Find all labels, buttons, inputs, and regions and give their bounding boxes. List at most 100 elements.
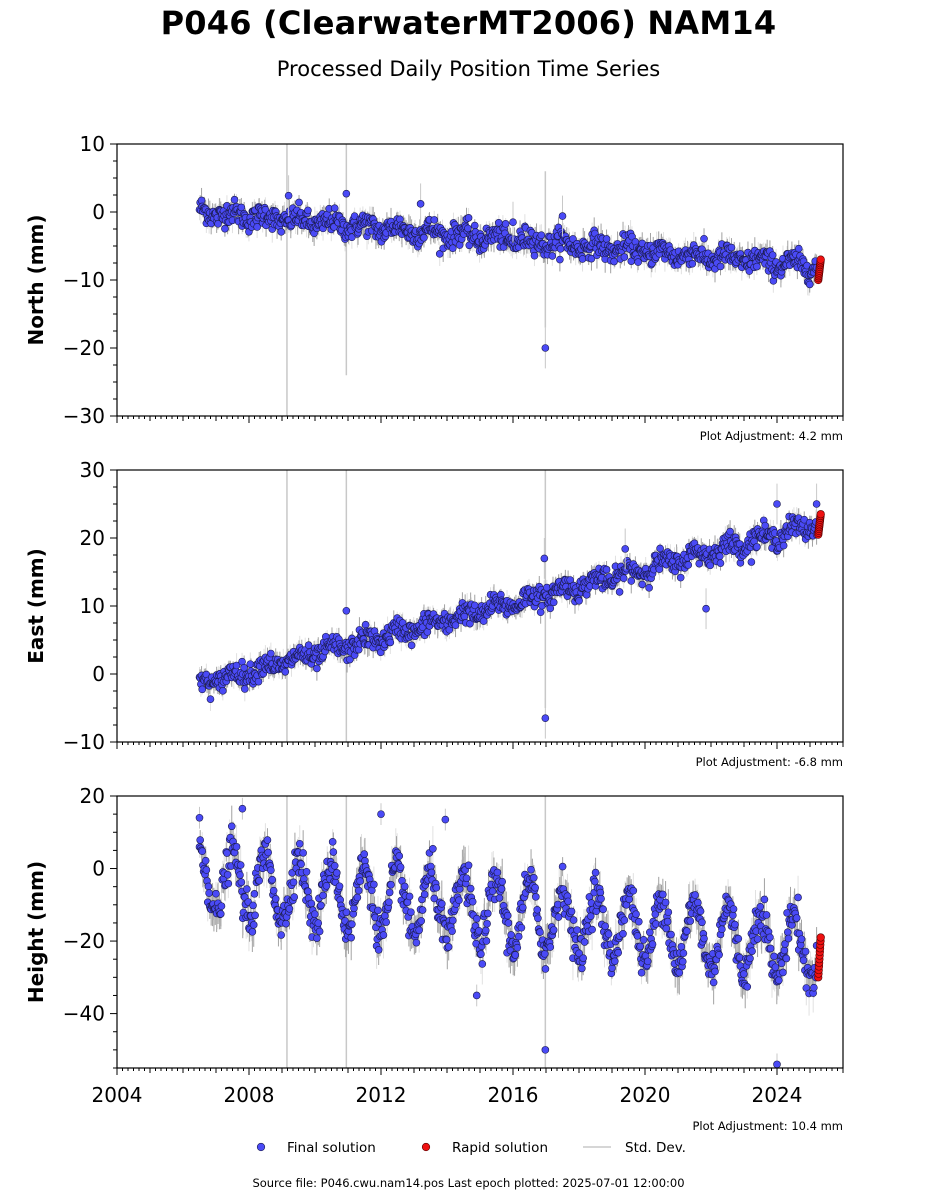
north-y-tick-label: −10 bbox=[63, 268, 105, 292]
north-y-axis: −30 −20 −10 0 10 bbox=[63, 132, 117, 428]
north-final-point bbox=[768, 251, 777, 259]
north-final-point bbox=[230, 195, 239, 204]
north-rapid-point bbox=[816, 255, 825, 264]
height-final-point bbox=[237, 878, 246, 886]
height-final-point bbox=[204, 882, 213, 891]
height-final-point bbox=[212, 889, 220, 898]
east-y-axis: −10 0 10 20 30 bbox=[63, 458, 117, 754]
height-final-point bbox=[205, 889, 213, 897]
height-final-point bbox=[250, 890, 259, 898]
east-y-tick-label: 0 bbox=[92, 662, 105, 686]
north-rapid-series bbox=[814, 255, 825, 285]
north-final-point bbox=[578, 255, 587, 263]
north-final-point bbox=[420, 233, 428, 242]
east-final-point bbox=[198, 685, 207, 694]
north-outlier-point bbox=[416, 200, 425, 208]
north-outlier-point bbox=[342, 189, 351, 198]
east-final-point bbox=[407, 641, 416, 650]
north-final-point bbox=[470, 221, 479, 230]
east-final-point bbox=[753, 543, 761, 551]
east-final-point bbox=[656, 544, 664, 553]
east-rapid-point bbox=[816, 510, 825, 519]
east-final-point bbox=[684, 561, 693, 569]
height-final-point bbox=[255, 876, 264, 885]
east-final-point bbox=[219, 687, 227, 695]
east-final-point bbox=[241, 685, 249, 693]
north-final-point bbox=[727, 243, 736, 252]
north-final-point bbox=[464, 224, 472, 233]
north-final-point bbox=[805, 280, 814, 289]
east-final-point bbox=[232, 661, 241, 670]
north-axes-frame bbox=[116, 143, 844, 417]
east-final-point bbox=[361, 620, 370, 629]
east-final-point bbox=[779, 541, 788, 550]
north-final-point bbox=[628, 232, 636, 241]
chart-title: P046 (ClearwaterMT2006) NAM14 bbox=[160, 4, 777, 42]
north-y-tick-label: −20 bbox=[63, 336, 105, 360]
east-final-point bbox=[761, 521, 769, 530]
east-final-point bbox=[747, 558, 756, 566]
panel-north: −30 −20 −10 0 10 North (mm) Plot Adjustment: 4… bbox=[24, 132, 844, 443]
east-final-point bbox=[386, 638, 395, 647]
east-final-point bbox=[619, 574, 628, 583]
north-outlier-point bbox=[284, 191, 293, 200]
east-outlier-point bbox=[621, 545, 630, 553]
north-final-point bbox=[753, 262, 761, 271]
north-final-point bbox=[620, 253, 629, 261]
north-plot-adjustment: Plot Adjustment: 4.2 mm bbox=[700, 429, 843, 443]
east-final-point bbox=[536, 608, 545, 617]
height-plot-area bbox=[195, 796, 825, 1068]
north-final-point bbox=[556, 245, 565, 253]
north-final-point bbox=[430, 216, 439, 224]
height-final-point bbox=[227, 822, 236, 831]
height-final-point bbox=[263, 836, 272, 844]
north-y-tick-label: 10 bbox=[80, 132, 105, 156]
height-final-point bbox=[201, 856, 210, 865]
north-outlier-point bbox=[541, 344, 550, 352]
north-final-point bbox=[556, 255, 564, 264]
east-final-point bbox=[676, 573, 685, 582]
north-final-point bbox=[261, 205, 270, 214]
north-final-point bbox=[530, 251, 539, 260]
north-final-point bbox=[214, 220, 222, 228]
east-final-point bbox=[549, 598, 558, 607]
height-final-point bbox=[232, 842, 241, 851]
north-final-point bbox=[501, 220, 510, 228]
east-final-point bbox=[706, 561, 715, 570]
east-final-point bbox=[313, 664, 321, 673]
north-final-point bbox=[435, 250, 444, 258]
height-final-point bbox=[236, 871, 244, 879]
north-final-point bbox=[587, 254, 596, 263]
north-final-point bbox=[537, 231, 546, 240]
east-y-tick-label: 10 bbox=[80, 594, 105, 618]
east-final-point bbox=[726, 527, 734, 536]
height-final-point bbox=[251, 911, 259, 920]
east-final-point bbox=[267, 649, 275, 658]
east-final-point bbox=[376, 648, 385, 657]
north-final-point bbox=[602, 235, 611, 243]
east-outlier-point bbox=[540, 554, 549, 563]
north-final-point bbox=[277, 228, 285, 236]
east-final-point bbox=[716, 559, 725, 567]
east-outlier-point bbox=[342, 606, 351, 615]
height-final-point bbox=[264, 848, 272, 857]
north-outlier-point bbox=[509, 218, 517, 226]
north-final-point bbox=[548, 252, 557, 260]
height-final-point bbox=[236, 861, 245, 869]
east-outlier-point bbox=[541, 714, 550, 723]
north-final-point bbox=[330, 204, 339, 212]
height-final-point bbox=[248, 928, 257, 936]
north-final-point bbox=[253, 223, 261, 231]
east-x-axis bbox=[116, 742, 844, 749]
east-y-label: East (mm) bbox=[24, 548, 48, 664]
chart-subtitle: Processed Daily Position Time Series bbox=[276, 57, 661, 81]
east-final-point bbox=[602, 565, 611, 574]
east-final-point bbox=[638, 580, 647, 589]
east-plot-area bbox=[195, 470, 825, 742]
east-final-point bbox=[695, 559, 704, 568]
north-final-point bbox=[688, 259, 697, 268]
north-final-point bbox=[295, 198, 303, 207]
east-final-point bbox=[575, 596, 583, 605]
east-final-point bbox=[240, 663, 248, 672]
east-outlier-point bbox=[773, 500, 781, 508]
